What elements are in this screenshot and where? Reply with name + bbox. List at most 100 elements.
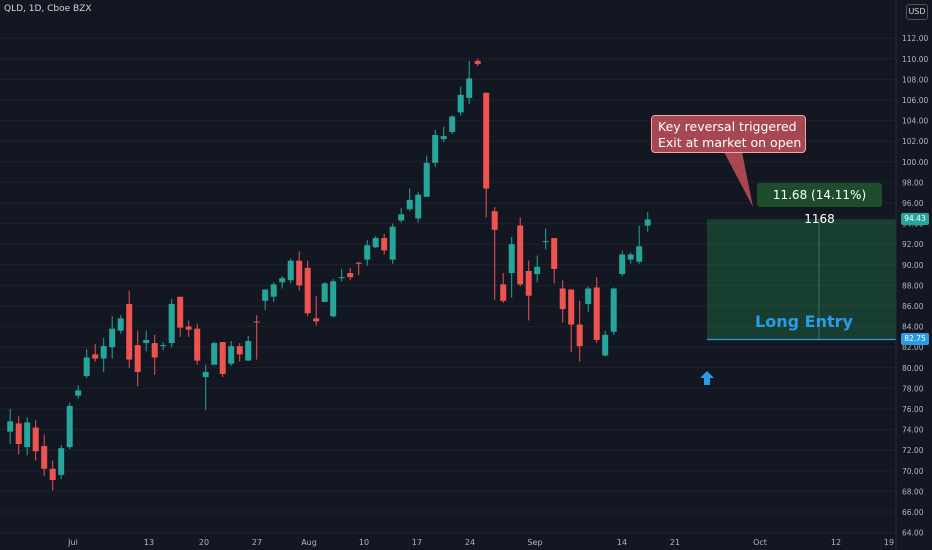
time-tick-label: Jul xyxy=(67,538,78,547)
price-tick-label: 102.00 xyxy=(902,137,928,146)
candle-down xyxy=(559,280,566,323)
time-tick-label: 20 xyxy=(199,538,209,547)
candle-down xyxy=(593,277,600,344)
candle-down xyxy=(304,260,311,317)
candle-up xyxy=(534,255,541,283)
candle-up xyxy=(75,385,82,399)
time-tick-label: 24 xyxy=(465,538,475,547)
profit-label: 11.68 (14.11%) 1168 xyxy=(757,183,882,226)
price-tick-label: 66.00 xyxy=(902,508,924,517)
price-tick-label: 70.00 xyxy=(902,467,924,476)
candle-up xyxy=(440,126,447,143)
candle-up xyxy=(321,282,328,302)
candle-up xyxy=(262,289,269,311)
time-tick-label: Sep xyxy=(527,538,542,547)
candle-up xyxy=(457,86,464,116)
candle-down xyxy=(296,251,303,291)
price-axis[interactable] xyxy=(896,0,932,550)
candle-down xyxy=(525,260,532,321)
entry-arrow-icon xyxy=(700,371,714,385)
candle-down xyxy=(551,238,558,284)
price-tick-label: 104.00 xyxy=(902,117,928,126)
candle-up xyxy=(415,191,422,223)
price-tick-label: 88.00 xyxy=(902,281,924,290)
candle-down xyxy=(134,330,141,387)
callout-line-1: Key reversal triggered xyxy=(658,119,797,134)
candle-up xyxy=(466,60,473,105)
exit-callout: Key reversal triggered Exit at market on… xyxy=(651,115,806,153)
price-tick-label: 92.00 xyxy=(902,240,924,249)
currency-button[interactable]: USD xyxy=(906,4,928,20)
candle-up xyxy=(66,402,73,450)
candle-down xyxy=(126,290,133,368)
candle-up xyxy=(449,115,456,134)
callout-pointer xyxy=(724,152,753,207)
price-tick-label: 106.00 xyxy=(902,96,928,105)
time-tick-label: Oct xyxy=(753,538,767,547)
candle-up xyxy=(100,337,107,372)
candle-up xyxy=(287,258,294,284)
time-tick-label: 13 xyxy=(144,538,154,547)
candle-up xyxy=(636,225,643,264)
price-tick-label: 68.00 xyxy=(902,487,924,496)
candle-up xyxy=(619,250,626,277)
long-entry-label: Long Entry xyxy=(755,312,853,331)
candle-up xyxy=(644,212,651,232)
time-axis-ticks: Jul 13 20 27 Aug 10 17 24 Sep 14 21 Oct 12 19 xyxy=(67,538,894,547)
chart-title: QLD, 1D, Cboe BZX xyxy=(4,4,92,14)
price-tick-label: 84.00 xyxy=(902,323,924,332)
candle-up xyxy=(585,286,592,313)
candle-down xyxy=(381,233,388,255)
candle-up xyxy=(270,282,277,302)
candle-down xyxy=(151,334,158,376)
candle-down xyxy=(568,289,575,353)
candle-down xyxy=(347,267,354,281)
time-tick-label: 14 xyxy=(617,538,627,547)
price-tick-label: 74.00 xyxy=(902,426,924,435)
candle-up xyxy=(117,315,124,334)
candle-up xyxy=(279,276,286,289)
time-tick-label: 21 xyxy=(670,538,680,547)
candles xyxy=(7,58,651,491)
candle-up xyxy=(109,316,116,359)
grid xyxy=(0,37,896,534)
candle-down xyxy=(313,295,320,326)
candle-down xyxy=(253,315,260,360)
candle-down xyxy=(177,296,184,337)
candle-down xyxy=(500,273,507,303)
candle-down xyxy=(32,420,39,461)
time-tick-label: 17 xyxy=(412,538,422,547)
candle-up xyxy=(423,155,430,197)
profit-zone xyxy=(707,219,896,340)
price-tick-label: 98.00 xyxy=(902,178,924,187)
current-price-badge: 94.43 xyxy=(901,213,929,226)
candle-up xyxy=(24,417,31,456)
candle-down xyxy=(236,343,243,362)
time-tick-label: Aug xyxy=(301,538,317,547)
candle-up xyxy=(406,188,413,212)
candle-down xyxy=(41,434,48,476)
candle-up xyxy=(83,349,90,379)
candle-up xyxy=(508,236,515,298)
price-tick-label: 110.00 xyxy=(902,55,928,64)
candle-up xyxy=(364,240,371,266)
candle-up xyxy=(160,342,167,351)
candle-up xyxy=(202,364,209,411)
time-tick-label: 19 xyxy=(884,538,894,547)
candle-up xyxy=(168,298,175,348)
price-tick-label: 112.00 xyxy=(902,34,928,43)
candle-up xyxy=(228,341,235,366)
candle-down xyxy=(15,416,22,455)
price-tick-label: 100.00 xyxy=(902,158,928,167)
candle-down xyxy=(576,300,583,362)
price-tick-label: 64.00 xyxy=(902,529,924,538)
candle-up xyxy=(627,252,634,264)
candle-up xyxy=(372,235,379,249)
candle-up xyxy=(330,279,337,318)
candle-up xyxy=(338,268,345,282)
candle-up xyxy=(245,335,252,361)
candle-up xyxy=(58,445,65,480)
candle-up xyxy=(143,330,150,352)
callout-line-2: Exit at market on open xyxy=(658,135,802,150)
